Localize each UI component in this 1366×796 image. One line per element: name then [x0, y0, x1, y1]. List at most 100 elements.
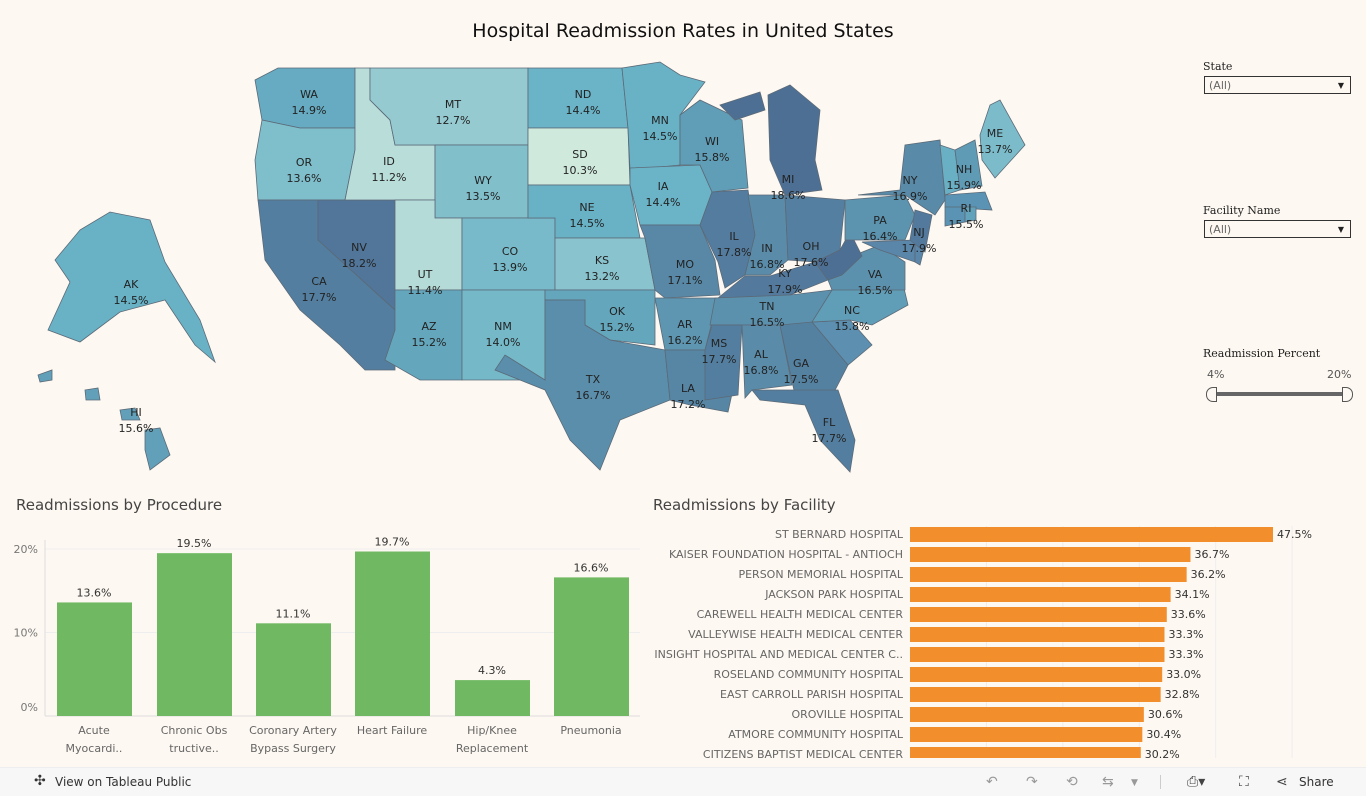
slider-min-label: 4% [1207, 368, 1225, 381]
facility-name-label: OROVILLE HOSPITAL [791, 708, 903, 721]
state-code-label: NC [844, 304, 860, 317]
facility-name-label: INSIGHT HOSPITAL AND MEDICAL CENTER C.. [654, 648, 903, 661]
refresh-icon[interactable]: ⇆ [1102, 774, 1114, 790]
state-ma[interactable] [944, 191, 993, 211]
procedure-bar[interactable] [554, 577, 629, 716]
facility-bar[interactable] [910, 707, 1144, 722]
share-button[interactable]: Share [1299, 775, 1334, 789]
state-wi[interactable] [679, 99, 749, 193]
slider-max-handle[interactable] [1342, 387, 1353, 402]
procedure-bar[interactable] [256, 623, 331, 716]
facility-bar[interactable] [910, 547, 1191, 562]
redo-icon[interactable]: ↷ [1026, 774, 1038, 790]
state-wv[interactable] [814, 231, 863, 281]
state-value-label: 17.7% [302, 291, 337, 304]
procedure-bar[interactable] [355, 551, 430, 716]
facility-name-label: JACKSON PARK HOSPITAL [764, 588, 904, 601]
procedure-bar[interactable] [57, 602, 132, 716]
state-code-label: MI [782, 173, 795, 186]
state-az[interactable] [384, 289, 463, 381]
us-state-map[interactable]: WA 14.9% OR 13.6% CA 17.7% NV 18.2% ID 11.2% MT 12.… [0, 0, 1366, 480]
readmission-slider-track[interactable] [1212, 392, 1346, 396]
state-value-label: 16.8% [750, 258, 785, 271]
state-code-label: VA [868, 268, 883, 281]
state-me[interactable] [979, 99, 1026, 179]
facility-name-label: KAISER FOUNDATION HOSPITAL - ANTIOCH [669, 548, 903, 561]
state-value-label: 17.9% [902, 242, 937, 255]
category-label: Chronic Obs [161, 724, 228, 737]
state-hi[interactable] [119, 407, 141, 421]
state-ga[interactable] [779, 321, 849, 397]
facility-bar[interactable] [910, 727, 1143, 742]
facility-bar[interactable] [910, 627, 1165, 642]
state-fl[interactable] [751, 389, 856, 473]
state-code-label: LA [681, 382, 695, 395]
bar-value-label: 33.0% [1166, 668, 1201, 681]
state-value-label: 13.6% [287, 172, 322, 185]
bar-value-label: 36.7% [1194, 548, 1229, 561]
bar-value-label: 4.3% [478, 664, 506, 677]
state-hi[interactable] [37, 369, 53, 383]
facility-bar[interactable] [910, 747, 1141, 758]
state-filter-dropdown[interactable]: (All) ▼ [1204, 76, 1351, 94]
category-label: Pneumonia [560, 724, 621, 737]
state-value-label: 13.9% [493, 261, 528, 274]
chevron-down-icon: ▼ [1337, 81, 1344, 90]
state-tx[interactable] [494, 299, 671, 471]
state-value-label: 14.5% [570, 217, 605, 230]
state-code-label: FL [823, 416, 836, 429]
share-icon[interactable]: ⋖ [1276, 774, 1288, 790]
procedure-bar[interactable] [455, 680, 530, 716]
facility-chart-title: Readmissions by Facility [653, 496, 836, 514]
facility-bar[interactable] [910, 607, 1167, 622]
facility-bar[interactable] [910, 667, 1163, 682]
state-pa[interactable] [844, 194, 916, 241]
procedure-bar[interactable] [157, 553, 232, 716]
state-al[interactable] [741, 324, 793, 400]
state-value-label: 14.4% [646, 196, 681, 209]
state-hi[interactable] [84, 387, 101, 401]
state-code-label: IN [761, 242, 772, 255]
state-code-label: OR [296, 156, 313, 169]
bar-value-label: 30.4% [1146, 728, 1181, 741]
facility-bar[interactable] [910, 587, 1171, 602]
facility-name-label: EAST CARROLL PARISH HOSPITAL [720, 688, 904, 701]
slider-min-handle[interactable] [1206, 387, 1217, 402]
state-ak[interactable] [47, 211, 216, 364]
state-value-label: 15.2% [412, 336, 447, 349]
bar-value-label: 13.6% [77, 586, 112, 599]
state-code-label: MN [651, 114, 669, 127]
revert-icon[interactable]: ⟲ [1066, 774, 1078, 790]
facility-name-label: CITIZENS BAPTIST MEDICAL CENTER [703, 748, 903, 758]
state-code-label: IA [658, 180, 669, 193]
facility-bar[interactable] [910, 527, 1273, 542]
state-code-label: NV [351, 241, 367, 254]
state-mi[interactable] [719, 91, 766, 121]
state-ia[interactable] [629, 164, 713, 226]
download-icon[interactable]: ⎙▾ [1187, 774, 1206, 790]
state-code-label: ID [383, 155, 395, 168]
state-hi[interactable] [144, 427, 171, 471]
fullscreen-icon[interactable]: ⛶ [1239, 774, 1249, 790]
state-mi[interactable] [767, 84, 823, 196]
state-nj[interactable] [909, 209, 933, 253]
tableau-toolbar: ✣ View on Tableau Public ↶ ↷ ⟲ ⇆ ▼ ⎙▾ ⛶ … [0, 767, 1366, 796]
refresh-dropdown-icon[interactable]: ▼ [1131, 778, 1138, 788]
state-ri[interactable] [964, 206, 977, 223]
view-on-tableau-link[interactable]: View on Tableau Public [55, 775, 192, 789]
state-value-label: 13.2% [585, 270, 620, 283]
state-value-label: 14.5% [643, 130, 678, 143]
state-nh[interactable] [954, 139, 983, 191]
undo-icon[interactable]: ↶ [986, 774, 998, 790]
state-value-label: 17.9% [768, 283, 803, 296]
facility-name-label: ROSELAND COMMUNITY HOSPITAL [714, 668, 904, 681]
facility-filter-dropdown[interactable]: (All) ▼ [1204, 220, 1351, 238]
facility-bar[interactable] [910, 687, 1161, 702]
facility-bar[interactable] [910, 647, 1165, 662]
facility-name-label: ST BERNARD HOSPITAL [775, 528, 904, 541]
facility-bar[interactable] [910, 567, 1187, 582]
state-ms[interactable] [704, 324, 743, 401]
state-filter-value: (All) [1209, 79, 1232, 92]
state-value-label: 16.4% [863, 230, 898, 243]
state-code-label: OH [803, 240, 820, 253]
